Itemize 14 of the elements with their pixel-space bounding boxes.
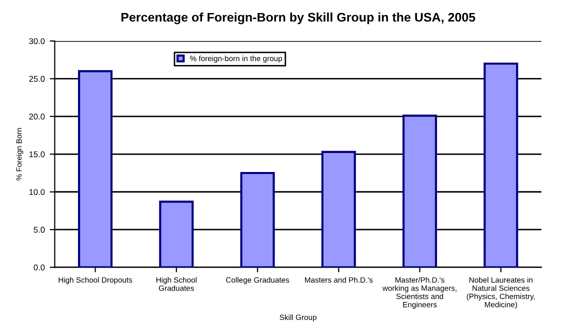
chart-title: Percentage of Foreign-Born by Skill Group in the USA, 2005 bbox=[121, 12, 476, 24]
bar bbox=[240, 172, 275, 268]
y-tick-label: 0.0 bbox=[34, 264, 45, 270]
y-tick-label: 20.0 bbox=[29, 114, 45, 120]
bar bbox=[321, 150, 356, 268]
y-tick-label: 15.0 bbox=[29, 151, 45, 158]
y-tick-label: 10.0 bbox=[29, 189, 45, 195]
y-tick-label: 25.0 bbox=[29, 76, 45, 82]
y-tick-label: 30.0 bbox=[29, 38, 45, 44]
y-tick-label: 5.0 bbox=[34, 226, 45, 233]
bar bbox=[484, 62, 518, 268]
bar bbox=[78, 70, 113, 268]
bar bbox=[402, 114, 438, 268]
bar bbox=[159, 200, 194, 268]
